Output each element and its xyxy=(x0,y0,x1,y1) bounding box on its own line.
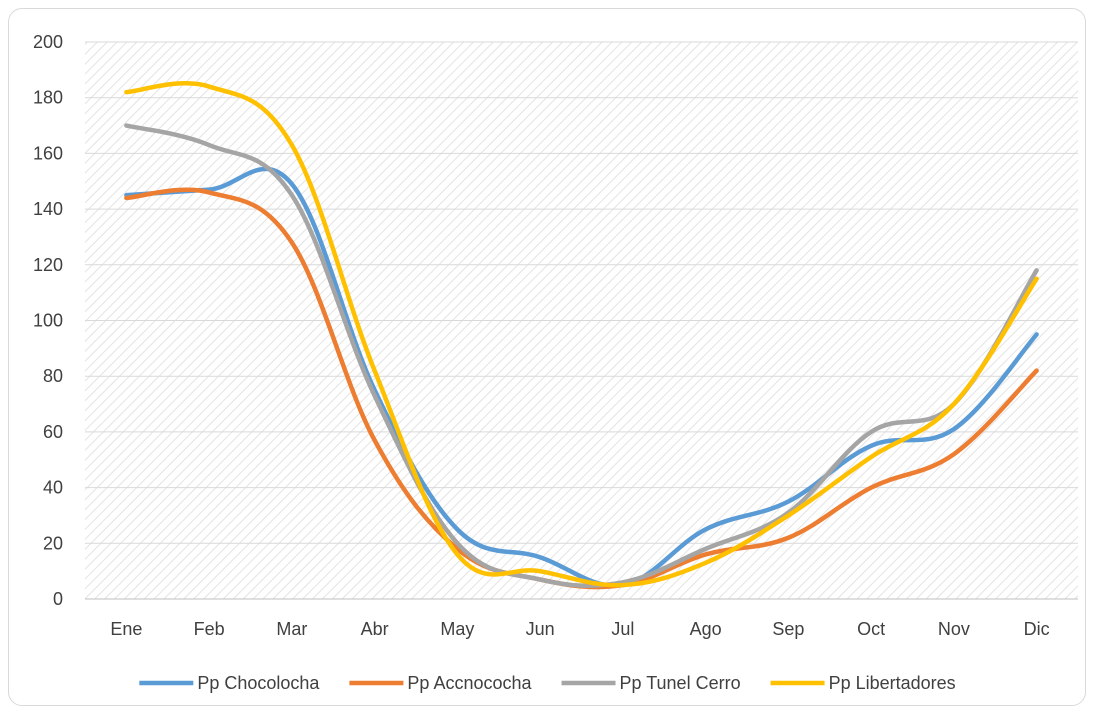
y-tick-label: 120 xyxy=(33,255,63,275)
y-tick-label: 180 xyxy=(33,88,63,108)
y-tick-label: 160 xyxy=(33,143,63,163)
x-tick-label: Abr xyxy=(361,619,389,639)
series-lines xyxy=(124,81,1039,590)
y-axis-ticks: 0 20 40 60 80 100 120 140 160 180 200 xyxy=(33,32,63,609)
y-tick-label: 100 xyxy=(33,311,63,331)
x-tick-label: May xyxy=(440,619,474,639)
series-line-pp-tunel-cerro xyxy=(124,123,1039,588)
x-tick-label: Oct xyxy=(857,619,885,639)
y-tick-label: 20 xyxy=(43,533,63,553)
legend-label: Pp Libertadores xyxy=(829,673,956,693)
y-tick-label: 200 xyxy=(33,32,63,52)
x-tick-label: Ene xyxy=(110,619,142,639)
x-tick-label: Dic xyxy=(1024,619,1050,639)
y-tick-label: 140 xyxy=(33,199,63,219)
series-line-pp-libertadores xyxy=(124,81,1039,588)
legend-item: Pp Libertadores xyxy=(770,673,956,693)
x-tick-label: Jun xyxy=(526,619,555,639)
x-tick-label: Feb xyxy=(194,619,225,639)
x-tick-label: Sep xyxy=(772,619,804,639)
x-tick-label: Ago xyxy=(690,619,722,639)
y-tick-label: 0 xyxy=(53,589,63,609)
x-tick-label: Mar xyxy=(276,619,307,639)
legend-item: Pp Chocolocha xyxy=(139,673,320,693)
legend-label: Pp Tunel Cerro xyxy=(620,673,741,693)
legend-item: Pp Accnococha xyxy=(349,673,532,693)
legend-label: Pp Accnococha xyxy=(407,673,532,693)
x-tick-label: Jul xyxy=(611,619,634,639)
x-axis-ticks: Ene Feb Mar Abr May Jun Jul Ago Sep Oct Nov Dic xyxy=(110,619,1049,639)
y-tick-label: 60 xyxy=(43,422,63,442)
legend-label: Pp Chocolocha xyxy=(197,673,320,693)
y-tick-label: 80 xyxy=(43,366,63,386)
series-line-pp-chocolocha xyxy=(124,166,1039,589)
y-tick-label: 40 xyxy=(43,478,63,498)
x-tick-label: Nov xyxy=(938,619,970,639)
legend: Pp Chocolocha Pp Accnococha Pp Tunel Cerro… xyxy=(139,673,956,693)
legend-item: Pp Tunel Cerro xyxy=(561,673,741,693)
